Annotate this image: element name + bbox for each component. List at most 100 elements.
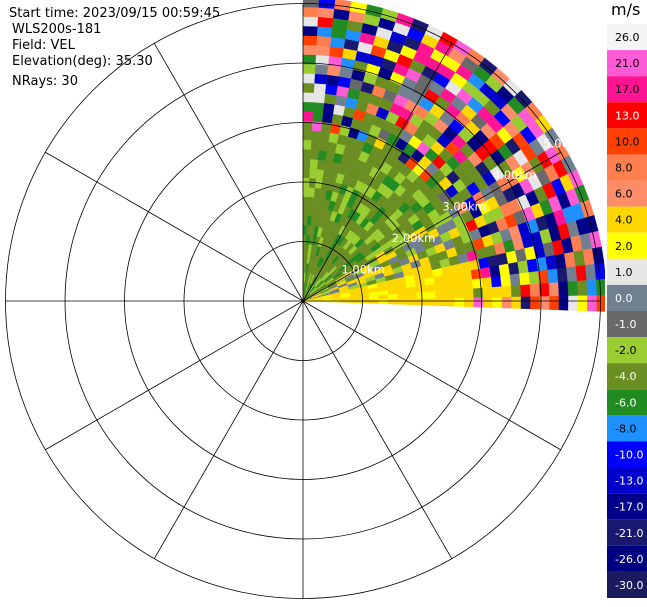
colorbar-tick: 26.0	[615, 31, 640, 44]
colorbar-swatch	[607, 311, 647, 338]
velocity-gate	[359, 299, 370, 304]
velocity-gate	[397, 293, 408, 300]
velocity-gate	[567, 280, 579, 297]
start-time: Start time: 2023/09/15 00:59:45	[9, 6, 221, 21]
azimuth-spoke	[45, 151, 304, 302]
colorbar-title: m/s	[611, 0, 641, 19]
velocity-gate	[302, 111, 314, 122]
info-panel: Start time: 2023/09/15 00:59:45 WLS200s-…	[9, 6, 221, 90]
velocity-gate	[324, 93, 337, 105]
colorbar-swatch	[607, 493, 647, 520]
velocity-gate	[568, 295, 579, 311]
colorbar-swatch	[607, 519, 647, 546]
velocity-gate	[310, 149, 320, 160]
colorbar-swatch	[607, 76, 647, 103]
velocity-gate	[520, 284, 531, 298]
velocity-gate	[311, 130, 322, 141]
velocity-gate	[566, 266, 578, 283]
velocity-gate	[302, 16, 319, 27]
velocity-gate	[313, 92, 326, 104]
velocity-gate	[444, 289, 455, 299]
velocity-gate	[316, 35, 332, 47]
velocity-gate	[302, 130, 313, 141]
ring-label: 4.00km	[493, 168, 536, 182]
velocity-gate	[406, 286, 417, 294]
colorbar-swatch	[607, 337, 647, 364]
colorbar-tick: -4.0	[615, 370, 636, 383]
velocity-gate	[302, 187, 310, 198]
ring-label: 3.00km	[442, 199, 485, 213]
colorbar-swatch	[607, 545, 647, 572]
velocity-gate	[433, 275, 445, 285]
velocity-gate	[491, 286, 503, 298]
velocity-gate	[501, 296, 512, 309]
velocity-gate	[302, 35, 318, 46]
velocity-gate	[481, 277, 493, 289]
velocity-gate	[388, 299, 399, 305]
velocity-gate	[416, 298, 427, 306]
colorbar-swatch	[607, 128, 647, 155]
azimuth-spokes	[5, 3, 601, 599]
nrays: NRays: 30	[12, 74, 78, 89]
velocity-gate	[378, 299, 389, 305]
velocity-gate	[302, 177, 310, 188]
ring-labels: 1.00km 2.00km 3.00km 4.00km 5.00km	[341, 136, 586, 276]
colorbar-swatch	[607, 206, 647, 233]
velocity-sector	[302, 0, 605, 312]
azimuth-spoke	[302, 43, 453, 302]
velocity-gate	[435, 298, 446, 307]
colorbar-swatch	[607, 467, 647, 494]
colorbar-swatch	[607, 258, 647, 285]
velocity-gate	[312, 111, 324, 123]
colorbar-tick: -26.0	[615, 553, 643, 566]
colorbar-swatch	[607, 50, 647, 77]
velocity-gate	[323, 102, 336, 115]
velocity-gate	[548, 282, 560, 297]
velocity-gate	[368, 295, 380, 300]
velocity-gate	[585, 263, 597, 281]
velocity-gate	[350, 296, 361, 301]
velocity-gate	[369, 299, 380, 304]
velocity-gate	[318, 7, 335, 19]
velocity-gate	[302, 63, 316, 74]
colorbar-tick: -10.0	[615, 449, 643, 462]
velocity-gate	[314, 73, 328, 85]
velocity-gate	[575, 265, 587, 282]
velocity-gate	[595, 278, 605, 296]
velocity-gate	[520, 296, 531, 310]
colorbar-tick: -1.0	[615, 318, 636, 331]
velocity-gate	[302, 101, 314, 112]
velocity-gate	[425, 298, 436, 306]
velocity-gate	[442, 273, 454, 284]
velocity-gate	[587, 295, 598, 312]
velocity-gate	[302, 215, 308, 226]
colorbar-swatch	[607, 232, 647, 259]
velocity-gate	[302, 149, 312, 160]
velocity-gate	[320, 131, 331, 143]
velocity-gate	[317, 16, 334, 28]
velocity-gate	[511, 296, 522, 309]
velocity-gate	[443, 281, 455, 291]
velocity-gate	[396, 287, 408, 295]
azimuth-spoke	[153, 43, 304, 302]
velocity-gate	[302, 25, 318, 37]
velocity-gate	[500, 274, 512, 287]
colorbar-tick: 10.0	[615, 135, 640, 148]
velocity-gate	[492, 297, 503, 309]
velocity-gate	[530, 296, 541, 310]
colorbar-tick: 17.0	[615, 83, 640, 96]
field-name: Field: VEL	[12, 38, 75, 53]
colorbar-swatch	[607, 180, 647, 207]
velocity-gate	[435, 290, 446, 299]
velocity-gate	[463, 288, 474, 299]
velocity-gate	[528, 271, 540, 285]
colorbar-tick: -17.0	[615, 501, 643, 514]
velocity-gate	[501, 285, 512, 298]
velocity-gate	[302, 92, 315, 103]
velocity-gate	[310, 139, 321, 151]
velocity-gate	[454, 297, 465, 307]
azimuth-spoke	[302, 300, 561, 451]
velocity-gate	[322, 112, 334, 124]
velocity-gate	[302, 44, 317, 56]
velocity-gate	[309, 158, 319, 170]
